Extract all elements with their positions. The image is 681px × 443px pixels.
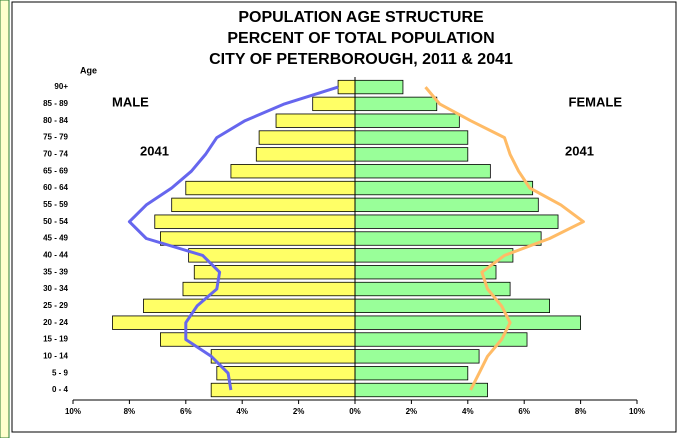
- x-tick-label: 10%: [65, 407, 81, 416]
- chart-title: PERCENT OF TOTAL POPULATION: [227, 30, 494, 47]
- bar: [354, 349, 480, 364]
- chart-title: CITY OF PETERBOROUGH, 2011 & 2041: [209, 51, 513, 68]
- annotation: 2041: [140, 143, 169, 158]
- y-tick-label: 60 - 64: [43, 183, 68, 192]
- bar: [160, 332, 356, 347]
- annotation: MALE: [112, 94, 149, 109]
- chart-title: POPULATION AGE STRUCTURE: [238, 9, 484, 26]
- y-tick-label: 85 - 89: [43, 99, 68, 108]
- bar: [354, 79, 404, 95]
- bar: [354, 130, 469, 145]
- y-tick-label: 65 - 69: [43, 166, 68, 175]
- bar: [354, 197, 539, 213]
- annotation: 2041: [565, 143, 594, 158]
- y-tick-label: 5 - 9: [52, 368, 69, 377]
- bar: [354, 382, 488, 398]
- bar: [354, 113, 460, 128]
- bar: [354, 147, 469, 162]
- line: [127, 85, 339, 391]
- side-strip: [0, 0, 10, 439]
- x-tick-label: 6%: [518, 407, 530, 416]
- bar: [154, 214, 356, 229]
- y-tick-label: 45 - 49: [43, 234, 68, 243]
- y-tick-label: 40 - 44: [43, 250, 68, 259]
- bar: [354, 180, 534, 196]
- x-tick-label: 2%: [293, 407, 305, 416]
- bar: [354, 315, 582, 330]
- y-tick-label: 20 - 24: [43, 318, 68, 327]
- bar: [182, 281, 356, 297]
- bar: [210, 349, 356, 364]
- bar: [112, 315, 356, 330]
- bar: [312, 96, 356, 112]
- y-tick-label: 25 - 29: [43, 301, 68, 310]
- y-tick-label: 30 - 34: [43, 284, 68, 293]
- x-tick-label: 2%: [406, 407, 418, 416]
- bar: [337, 79, 356, 95]
- y-tick-label: 90+: [54, 82, 68, 91]
- bar: [354, 248, 514, 263]
- x-tick-label: 0%: [349, 407, 361, 416]
- y-axis-label: Age: [80, 65, 97, 75]
- y-tick-label: 55 - 59: [43, 200, 68, 209]
- y-tick-label: 0 - 4: [52, 385, 69, 394]
- bar: [354, 231, 542, 246]
- x-tick-label: 10%: [629, 407, 645, 416]
- bar: [230, 164, 356, 179]
- bar: [354, 265, 497, 280]
- x-tick-label: 8%: [124, 407, 136, 416]
- bar: [275, 113, 356, 128]
- x-tick-label: 8%: [575, 407, 587, 416]
- bar: [258, 130, 356, 145]
- bar: [354, 366, 469, 381]
- bar: [185, 180, 356, 196]
- bar: [354, 96, 438, 112]
- y-tick-label: 70 - 74: [43, 149, 68, 158]
- y-tick-label: 75 - 79: [43, 133, 68, 142]
- bar: [210, 382, 356, 398]
- bar: [188, 248, 356, 263]
- bar: [160, 231, 356, 246]
- y-tick-label: 80 - 84: [43, 116, 68, 125]
- bar: [216, 366, 356, 381]
- x-tick-label: 4%: [462, 407, 474, 416]
- line: [424, 86, 585, 391]
- y-tick-label: 15 - 19: [43, 335, 68, 344]
- y-tick-label: 50 - 54: [43, 217, 68, 226]
- bar: [143, 298, 356, 314]
- x-tick-label: 6%: [180, 407, 192, 416]
- bar: [354, 164, 491, 179]
- x-tick-label: 4%: [236, 407, 248, 416]
- bar: [255, 147, 356, 162]
- bar: [354, 298, 550, 314]
- bar: [354, 214, 559, 229]
- bar: [171, 197, 356, 213]
- y-tick-label: 35 - 39: [43, 267, 68, 276]
- annotation: FEMALE: [569, 94, 623, 109]
- y-tick-label: 10 - 14: [43, 351, 68, 360]
